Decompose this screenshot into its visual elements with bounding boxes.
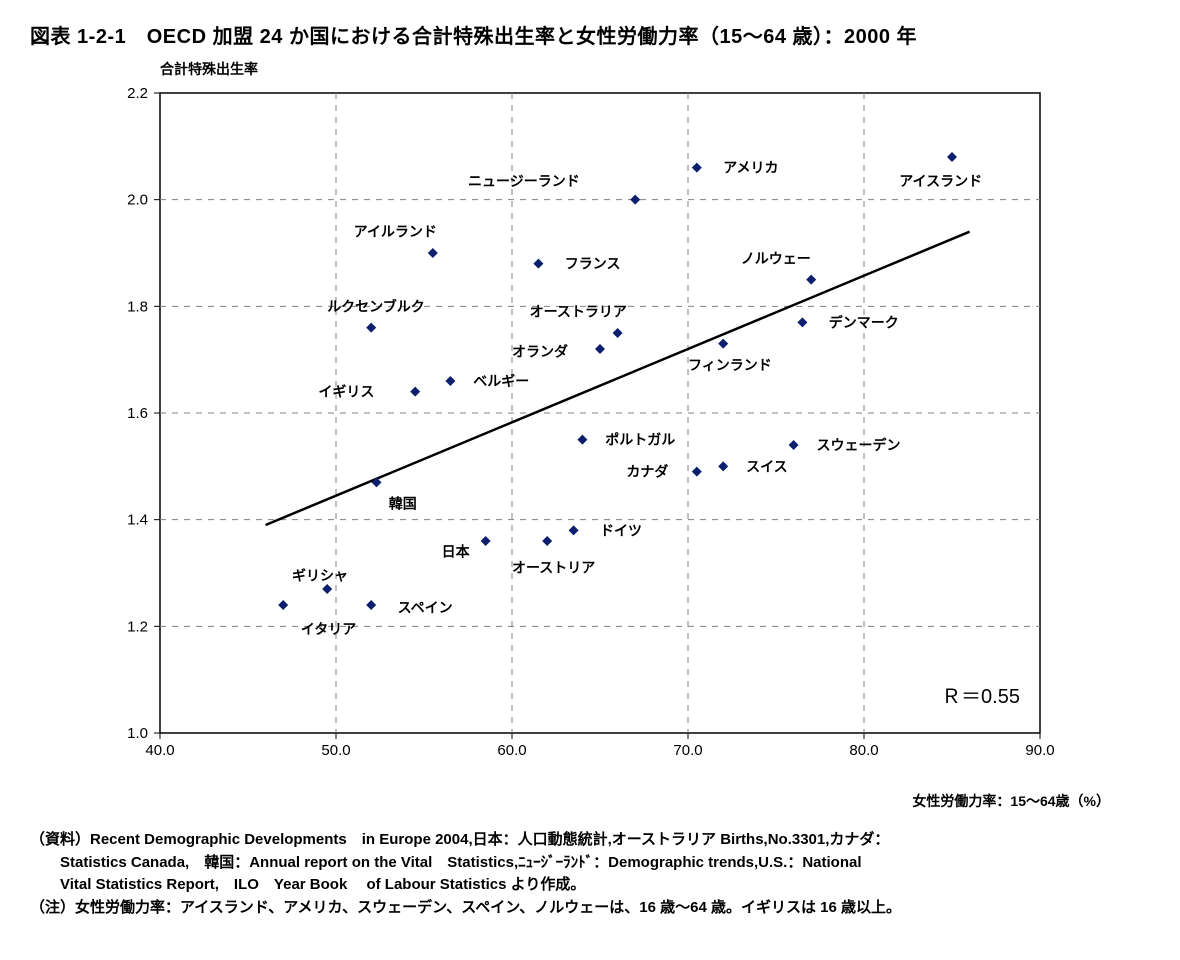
- y-tick-label: 1.4: [127, 512, 148, 529]
- x-axis-title: 女性労働力率：15～64歳（%）: [100, 791, 1110, 811]
- note-line: （資料）Recent Demographic Developments in E…: [30, 829, 1150, 852]
- r-squared-label: Ｒ＝0.55: [941, 686, 1020, 708]
- scatter-chart: 1.0 1.2 1.4 1.6 1.8 2.0 2.2 40.0 50.0 60.0 70.0 80.…: [100, 83, 1080, 783]
- point-label: ギリシャ: [292, 568, 348, 584]
- point-label: ノルウェー: [741, 250, 811, 266]
- y-tick-label: 2.0: [127, 192, 148, 209]
- y-tick-label: 1.0: [127, 725, 148, 742]
- x-tick-label: 60.0: [497, 742, 526, 759]
- y-axis-title: 合計特殊出生率: [160, 59, 1150, 79]
- point-label: アイスランド: [899, 173, 982, 189]
- chart-container: 合計特殊出生率 1.0 1.2 1.4 1.6 1.8 2.0 2.2 40.0 50.0 60.…: [100, 59, 1150, 811]
- point-label: ドイツ: [600, 522, 642, 538]
- point-label: オランダ: [512, 344, 568, 360]
- point-label: ポルトガル: [605, 432, 675, 448]
- point-label: スウェーデン: [816, 437, 900, 453]
- point-label: 韓国: [389, 496, 417, 512]
- y-tick-label: 2.2: [127, 85, 148, 102]
- x-tick-label: 90.0: [1025, 742, 1054, 759]
- chart-title: 図表 1-2-1 OECD 加盟 24 か国における合計特殊出生率と女性労働力率…: [30, 20, 1150, 49]
- source-notes: （資料）Recent Demographic Developments in E…: [30, 829, 1150, 919]
- point-label: デンマーク: [829, 314, 899, 330]
- note-line: （注）女性労働力率：アイスランド、アメリカ、スウェーデン、スペイン、ノルウェーは…: [30, 897, 1150, 920]
- point-label: スペイン: [398, 600, 453, 616]
- point-label: ベルギー: [473, 373, 529, 389]
- point-label: オーストラリア: [530, 304, 627, 320]
- x-tick-label: 80.0: [849, 742, 878, 759]
- y-tick-label: 1.2: [127, 618, 148, 635]
- x-tick-label: 50.0: [321, 742, 350, 759]
- point-label: カナダ: [626, 464, 668, 480]
- point-label: フィンランド: [688, 357, 772, 373]
- point-label: ルクセンブルク: [327, 298, 425, 314]
- y-tick-label: 1.6: [127, 405, 148, 422]
- point-label: アメリカ: [723, 160, 778, 176]
- x-tick-label: 40.0: [145, 742, 174, 759]
- point-label: ニュージーランド: [468, 173, 580, 189]
- point-label: アイルランド: [354, 224, 437, 240]
- point-label: 日本: [442, 544, 471, 560]
- note-line: Vital Statistics Report, ILO Year Book o…: [30, 874, 1150, 897]
- x-tick-label: 70.0: [673, 742, 702, 759]
- point-label: フランス: [565, 256, 621, 272]
- y-tick-label: 1.8: [127, 298, 148, 315]
- point-label: スイス: [746, 458, 788, 474]
- note-line: Statistics Canada, 韓国：Annual report on t…: [30, 852, 1150, 875]
- point-label: イタリア: [301, 621, 356, 637]
- point-label: イギリス: [318, 384, 374, 400]
- point-label: オーストリア: [512, 560, 595, 576]
